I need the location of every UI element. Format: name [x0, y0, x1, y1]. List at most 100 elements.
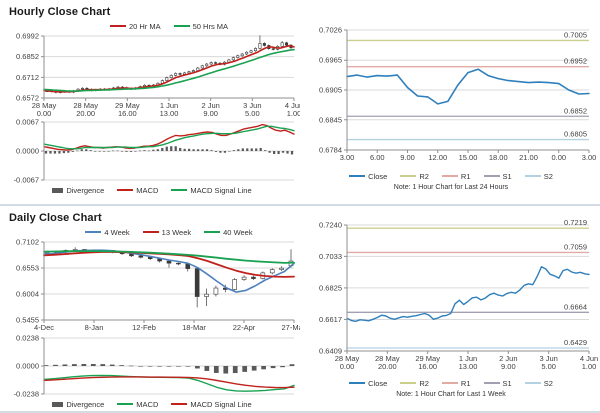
- svg-text:0.00: 0.00: [551, 153, 566, 162]
- hourly-sr-legend: Close R2 R1 S1 S2: [349, 170, 553, 182]
- svg-text:0.6852: 0.6852: [564, 106, 587, 115]
- daily-macd-chart: -0.0238 0.0000 0.0238: [14, 334, 295, 399]
- svg-text:0.6952: 0.6952: [564, 57, 587, 66]
- legend-item-s2: S2: [524, 171, 553, 181]
- svg-text:0.6004: 0.6004: [16, 290, 39, 299]
- legend-item-r1: R1: [441, 171, 471, 181]
- svg-text:20.00: 20.00: [76, 109, 95, 118]
- svg-text:16.00: 16.00: [418, 362, 437, 371]
- svg-text:18.00: 18.00: [489, 153, 508, 162]
- svg-text:28 May: 28 May: [32, 101, 57, 110]
- svg-text:0.6805: 0.6805: [564, 130, 587, 139]
- svg-text:5.00: 5.00: [541, 362, 556, 371]
- hourly-macd-chart: -0.0067 0.0000 0.0067: [14, 118, 295, 184]
- legend-label: 4 Week: [104, 227, 130, 237]
- hourly-note: Note: 1 Hour Chart for Last 24 Hours: [393, 184, 509, 191]
- svg-text:2 Jun: 2 Jun: [201, 101, 219, 110]
- svg-text:13.00: 13.00: [160, 109, 179, 118]
- svg-text:0.7240: 0.7240: [319, 221, 342, 230]
- legend-label: R1: [460, 378, 471, 388]
- svg-text:0.6572: 0.6572: [16, 94, 39, 103]
- bar-swatch-icon: [52, 401, 64, 407]
- legend-label: R1: [460, 171, 471, 181]
- line-swatch-icon: [349, 382, 366, 384]
- svg-text:0.6905: 0.6905: [319, 86, 342, 95]
- svg-text:2 Jun: 2 Jun: [499, 354, 517, 363]
- line-swatch-icon: [173, 25, 190, 27]
- svg-text:4 Jun: 4 Jun: [285, 101, 300, 110]
- legend-label: S2: [543, 378, 553, 388]
- svg-text:1.00: 1.00: [582, 362, 597, 371]
- svg-text:0.6429: 0.6429: [564, 338, 587, 347]
- daily-sr-legend: Close R2 R1 S1 S2: [349, 377, 553, 389]
- legend-item-r2: R2: [400, 172, 429, 181]
- line-swatch-icon: [204, 231, 221, 233]
- svg-text:0.6852: 0.6852: [16, 52, 39, 61]
- line-swatch-icon: [524, 382, 541, 384]
- svg-text:21.00: 21.00: [519, 153, 538, 162]
- line-swatch-icon: [109, 25, 126, 27]
- legend-item-s1: S1: [483, 378, 512, 388]
- hourly-section: Hourly Close Chart 20 Hr MA 50 Hrs MA 0.…: [0, 0, 600, 206]
- svg-text:-0.0238: -0.0238: [14, 390, 39, 399]
- svg-text:0.7026: 0.7026: [319, 26, 342, 35]
- legend-label: S1: [502, 378, 512, 388]
- svg-text:0.6712: 0.6712: [16, 73, 39, 82]
- svg-text:12.00: 12.00: [428, 153, 447, 162]
- legend-label: MACD: [136, 399, 159, 409]
- legend-label: 40 Week: [223, 227, 253, 237]
- svg-text:27-May: 27-May: [281, 323, 300, 332]
- line-swatch-icon: [441, 175, 458, 177]
- line-swatch-icon: [441, 382, 458, 384]
- legend-item-close: Close: [349, 379, 387, 388]
- svg-text:0.6553: 0.6553: [16, 264, 39, 273]
- daily-price-legend: 4 Week 13 Week 40 Week: [38, 226, 300, 238]
- svg-text:29 May: 29 May: [415, 354, 440, 363]
- legend-item-4-week: 4 Week: [85, 227, 130, 237]
- line-swatch-icon: [171, 403, 188, 405]
- legend-label: S2: [543, 171, 553, 181]
- legend-item-macd-signal: MACD Signal Line: [171, 400, 252, 409]
- legend-item-r2: R2: [400, 379, 429, 388]
- svg-text:3.00: 3.00: [340, 153, 355, 162]
- legend-item-macd: MACD: [117, 400, 158, 409]
- svg-text:0.5455: 0.5455: [16, 316, 39, 325]
- hourly-sr-panel: 0.7005 0.6952 0.6852 0.6805 0.6784 0.6845 0.69…: [300, 0, 600, 204]
- svg-text:9.00: 9.00: [203, 109, 218, 118]
- legend-label: S1: [502, 171, 512, 181]
- svg-text:0.6825: 0.6825: [319, 283, 342, 292]
- svg-text:0.6784: 0.6784: [319, 146, 342, 155]
- svg-text:4 Jun: 4 Jun: [580, 354, 598, 363]
- daily-sr-panel: 0.7219 0.7059 0.6664 0.6429 0.6409 0.6617 0.68…: [300, 206, 600, 411]
- svg-text:0.7102: 0.7102: [16, 238, 39, 247]
- line-swatch-icon: [400, 382, 417, 384]
- line-swatch-icon: [142, 231, 159, 233]
- legend-item-macd-signal: MACD Signal Line: [171, 186, 252, 195]
- bar-swatch-icon: [52, 187, 64, 193]
- line-swatch-icon: [349, 175, 366, 177]
- line-swatch-icon: [483, 382, 500, 384]
- svg-text:28 May: 28 May: [335, 354, 360, 363]
- svg-text:1.00: 1.00: [287, 109, 300, 118]
- legend-item-50hrs-ma: 50 Hrs MA: [173, 22, 228, 31]
- legend-item-close: Close: [349, 172, 387, 181]
- svg-text:22-Apr: 22-Apr: [233, 323, 256, 332]
- svg-text:0.6992: 0.6992: [16, 32, 39, 41]
- svg-text:1 Jun: 1 Jun: [160, 101, 178, 110]
- daily-panel-title: Daily Close Chart: [9, 212, 102, 224]
- legend-item-20hr-ma: 20 Hr MA: [109, 22, 161, 31]
- svg-text:9.00: 9.00: [501, 362, 516, 371]
- legend-item-s2: S2: [524, 378, 553, 388]
- line-swatch-icon: [117, 189, 134, 191]
- svg-text:9.00: 9.00: [400, 153, 415, 162]
- legend-item-13-week: 13 Week: [142, 227, 192, 237]
- legend-item-divergence: Divergence: [52, 400, 104, 409]
- legend-label: 13 Week: [161, 227, 192, 237]
- svg-text:28 May: 28 May: [73, 101, 98, 110]
- svg-text:0.0000: 0.0000: [16, 362, 39, 371]
- svg-text:6.00: 6.00: [370, 153, 385, 162]
- svg-text:8-Jan: 8-Jan: [85, 323, 104, 332]
- svg-text:20.00: 20.00: [378, 362, 397, 371]
- svg-text:0.7033: 0.7033: [319, 252, 342, 261]
- hourly-close-panel: Hourly Close Chart 20 Hr MA 50 Hrs MA 0.…: [0, 0, 300, 204]
